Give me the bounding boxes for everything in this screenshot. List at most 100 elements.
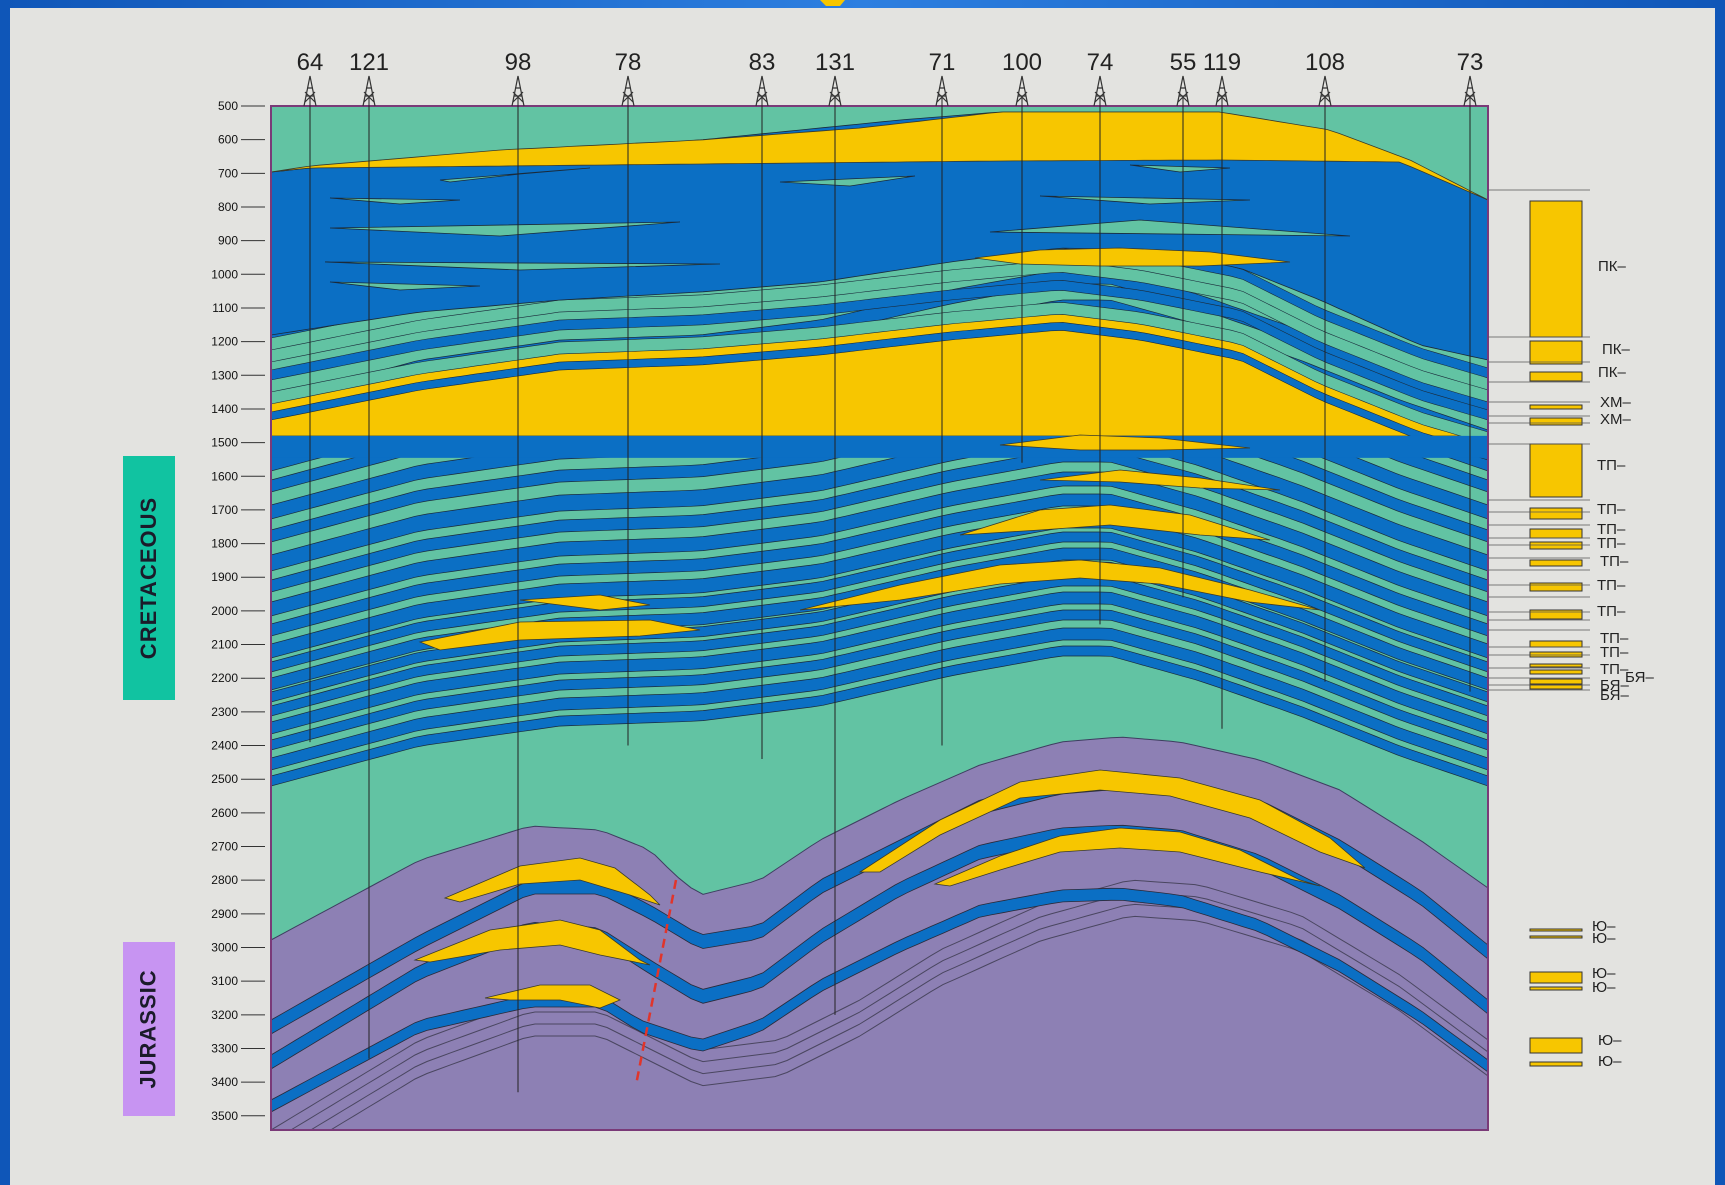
well-name: 121: [349, 49, 389, 76]
depth-tick-label: 2200: [211, 671, 238, 685]
stratigraphic-column: ПК–ПК–ПК–ХМ–ХМ–ТП–ТП–ТП–ТП–ТП–ТП–ТП–ТП–Т…: [1488, 189, 1655, 1070]
depth-tick-label: 2900: [211, 907, 238, 921]
legend-label: Ю–: [1598, 1053, 1622, 1070]
legend-bar: [1529, 935, 1583, 939]
interbed-band: [271, 322, 1488, 461]
legend-bar: [1529, 582, 1583, 592]
depth-tick-label: 2300: [211, 705, 238, 719]
cretaceous-shale-band: [271, 575, 1488, 717]
legend-bar: [1529, 371, 1583, 382]
green-lens: [1039, 195, 1251, 205]
depth-tick-label: 3200: [211, 1008, 238, 1022]
depth-tick-label: 2400: [211, 739, 238, 753]
legend-bar: [1529, 1037, 1583, 1054]
well-name: 131: [815, 49, 855, 76]
well-name: 98: [505, 49, 532, 76]
upper-sand-lens: [974, 247, 1291, 267]
depth-tick-label: 2700: [211, 840, 238, 854]
legend-bar: [1529, 417, 1583, 426]
title-fragment: [820, 0, 845, 6]
jurassic-horizon-line: [329, 915, 1488, 1130]
legend-label: ТП–: [1597, 457, 1626, 474]
derrick-icon: [303, 75, 317, 107]
interbed-band: [271, 280, 1488, 421]
depth-tick-label: 2100: [211, 638, 238, 652]
depth-tick-label: 2500: [211, 772, 238, 786]
legend-bar: [1529, 200, 1583, 338]
legend-bar: [1529, 971, 1583, 984]
depth-tick-label: 1500: [211, 436, 238, 450]
jurassic-sand-lens: [443, 857, 661, 906]
depth-tick-label: 700: [218, 166, 238, 180]
green-lens: [989, 219, 1351, 237]
legend-bar: [1529, 669, 1583, 675]
cretaceous-sand-lens: [959, 504, 1271, 541]
well-name: 108: [1305, 49, 1345, 76]
well-name: 71: [929, 49, 956, 76]
legend-bar: [1529, 928, 1583, 932]
legend-bar: [1529, 528, 1583, 539]
legend-label: ТП–: [1597, 501, 1626, 518]
well-name: 55: [1170, 49, 1197, 76]
jurassic-horizon-line: [289, 891, 1488, 1130]
green-lens: [329, 221, 681, 237]
depth-tick-label: 2600: [211, 806, 238, 820]
depth-tick-label: 1200: [211, 335, 238, 349]
legend-bar: [1529, 651, 1583, 658]
flat-shale-band: [271, 435, 1488, 458]
cretaceous-label: CRETACEOUS: [136, 496, 162, 660]
green-lens: [779, 175, 916, 187]
well-name: 83: [749, 49, 776, 76]
derrick-icon: [828, 75, 842, 107]
depth-tick-label: 1300: [211, 368, 238, 382]
depth-axis: 500 600 700 800 900 1000 1100 1200 1300 1400 1500 1…: [211, 99, 265, 1123]
top-sand-cap: [271, 111, 1488, 201]
legend-bar: [1529, 1061, 1583, 1067]
jurassic-sand-lens: [413, 919, 651, 966]
jurassic-horizon-line: [271, 879, 1488, 1130]
depth-tick-label: 3500: [211, 1109, 238, 1123]
green-lens: [324, 261, 721, 271]
cretaceous-label-box: CRETACEOUS: [123, 456, 175, 700]
well-name: 119: [1203, 49, 1241, 76]
cretaceous-shale-band: [271, 424, 1488, 572]
cretaceous-shale-band: [271, 609, 1488, 751]
jurassic-label-box: JURASSIC: [123, 942, 175, 1116]
derrick-icon: [621, 75, 635, 107]
legend-label: ПК–: [1602, 341, 1631, 358]
legend-bar: [1529, 541, 1583, 550]
legend-label: ТП–: [1600, 661, 1629, 678]
depth-tick-label: 3400: [211, 1075, 238, 1089]
legend-label: ХМ–: [1600, 394, 1632, 411]
depth-tick-label: 3300: [211, 1041, 238, 1055]
fault-line: [634, 879, 678, 1086]
depth-tick-label: 2800: [211, 873, 238, 887]
derrick-icon: [1015, 75, 1029, 107]
legend-label: ХМ–: [1600, 411, 1632, 428]
legend-bar: [1529, 663, 1583, 668]
well-name: 64: [297, 49, 324, 76]
well-name: 73: [1457, 49, 1484, 76]
derrick-icon: [1093, 75, 1107, 107]
cretaceous-shale-band: [271, 493, 1488, 637]
legend-label: ТП–: [1600, 630, 1629, 647]
cretaceous-shale-band: [271, 645, 1488, 787]
legend-label: Ю–: [1592, 930, 1616, 947]
legend-bar: [1529, 678, 1583, 685]
jurassic-sand-lens: [858, 769, 1366, 873]
legend-label: ПК–: [1598, 364, 1627, 381]
legend-bar: [1529, 640, 1583, 648]
legend-label: Ю–: [1598, 1032, 1622, 1049]
jurassic-sand-lens: [933, 827, 1321, 887]
depth-tick-label: 1700: [211, 503, 238, 517]
legend-label: ТП–: [1597, 521, 1626, 538]
legend-label: ТП–: [1597, 577, 1626, 594]
legend-label: Ю–: [1592, 979, 1616, 996]
cretaceous-sand-lens: [999, 434, 1251, 451]
jurassic-shale-band: [271, 774, 1488, 1035]
jurassic-shale-band: [271, 824, 1488, 1070]
strata-layers: [271, 106, 1488, 1130]
depth-tick-label: 500: [218, 99, 238, 113]
legend-bar: [1529, 404, 1583, 410]
depth-tick-label: 3000: [211, 941, 238, 955]
